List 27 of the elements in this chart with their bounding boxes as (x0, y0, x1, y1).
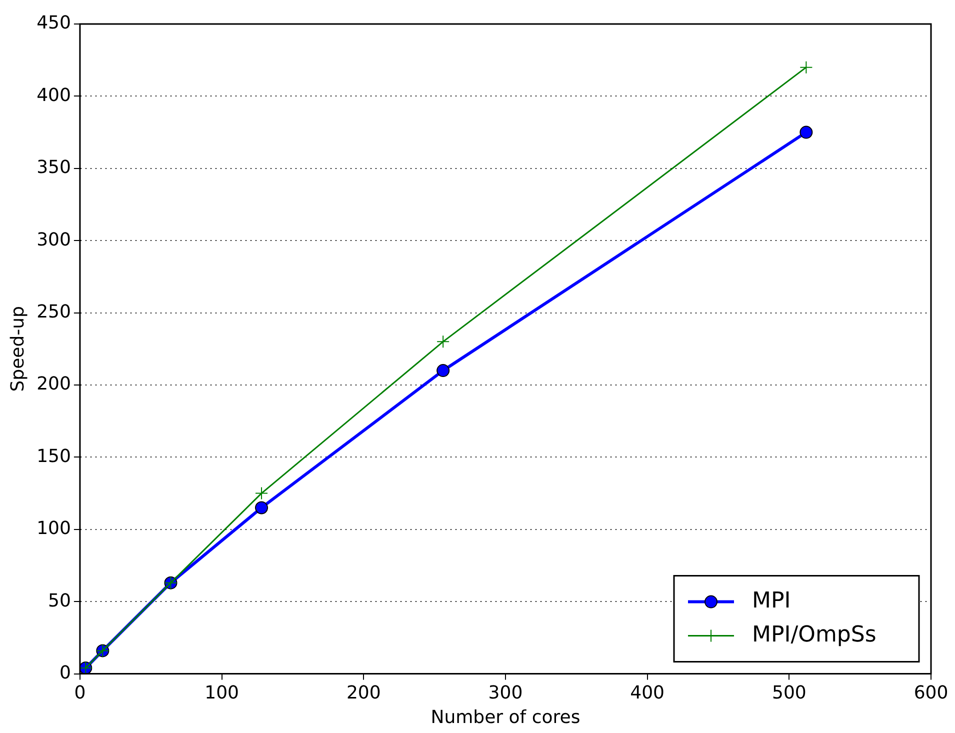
x-tick-label: 0 (74, 682, 86, 704)
y-tick-label: 0 (60, 662, 71, 684)
point (255, 486, 268, 500)
y-tick-label: 50 (48, 590, 71, 612)
y-tick-label: 200 (36, 374, 71, 395)
y-axis-title: Speed-up (7, 306, 28, 392)
y-tick-label: 450 (36, 12, 71, 34)
legend-label: MPI/OmpSs (752, 622, 876, 648)
x-tick-label: 300 (488, 682, 523, 704)
x-axis-title: Number of cores (430, 706, 580, 728)
point (800, 126, 813, 139)
y-tick-label: 300 (36, 229, 71, 250)
y-tick-label: 250 (36, 301, 71, 322)
y-tick-label: 350 (36, 157, 71, 178)
y-tick-label: 100 (36, 518, 71, 540)
point (255, 501, 268, 514)
point (436, 335, 450, 348)
x-tick-label: 600 (914, 682, 948, 704)
x-tick-label: 400 (630, 682, 664, 704)
point (800, 60, 813, 74)
x-tick-label: 100 (204, 682, 239, 704)
point (436, 364, 450, 378)
x-tick-label: 500 (772, 682, 806, 704)
y-tick-label: 150 (36, 446, 71, 467)
y-tick-label: 400 (36, 84, 71, 106)
x-tick-label: 200 (346, 682, 381, 704)
legend-label: MPI (752, 588, 791, 614)
